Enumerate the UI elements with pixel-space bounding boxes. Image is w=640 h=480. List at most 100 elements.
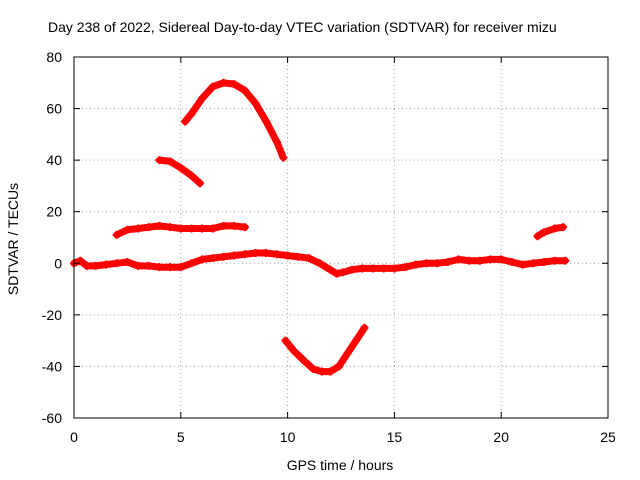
data-point — [187, 171, 196, 180]
data-point — [533, 232, 542, 241]
x-axis-label: GPS time / hours — [287, 457, 394, 473]
data-point — [559, 223, 568, 232]
data-point — [550, 224, 559, 233]
data-point — [230, 251, 239, 260]
data-point — [240, 250, 249, 259]
data-point — [262, 117, 271, 126]
y-tick-label: 80 — [46, 49, 62, 65]
chart-title: Day 238 of 2022, Sidereal Day-to-day VTE… — [48, 19, 557, 35]
series-arc-trough — [282, 324, 368, 376]
data-point — [360, 323, 369, 332]
data-point — [279, 153, 288, 162]
data-point — [475, 256, 484, 265]
data-point — [326, 367, 335, 376]
data-point — [497, 255, 506, 264]
data-point — [518, 260, 527, 269]
data-point — [262, 248, 271, 257]
data-point — [339, 268, 348, 277]
data-point — [561, 256, 570, 265]
data-point — [196, 179, 205, 188]
data-point — [134, 261, 143, 270]
data-point — [465, 256, 474, 265]
series-group — [70, 78, 570, 376]
data-point — [272, 138, 281, 147]
data-point — [219, 78, 228, 87]
series-arc-peak — [181, 79, 287, 162]
data-point — [317, 367, 326, 376]
data-point — [358, 264, 367, 273]
data-point — [315, 259, 324, 268]
data-point — [219, 252, 228, 261]
data-point — [539, 228, 548, 237]
data-point — [112, 230, 121, 239]
data-point — [123, 225, 132, 234]
data-point — [539, 257, 548, 266]
data-point — [351, 336, 360, 345]
data-point — [166, 157, 175, 166]
data-point — [166, 263, 175, 272]
data-point — [251, 99, 260, 108]
data-point — [309, 365, 318, 374]
data-point — [208, 254, 217, 263]
data-point — [347, 265, 356, 274]
data-point — [454, 255, 463, 264]
data-point — [507, 257, 516, 266]
data-point — [187, 259, 196, 268]
data-point — [486, 255, 495, 264]
x-tick-label: 15 — [387, 429, 403, 445]
y-tick-label: -60 — [42, 410, 62, 426]
data-point — [123, 257, 132, 266]
y-tick-label: 0 — [54, 255, 62, 271]
y-tick-label: -20 — [42, 307, 62, 323]
data-point — [294, 252, 303, 261]
data-point — [155, 221, 164, 230]
data-point — [82, 261, 91, 270]
x-tick-label: 20 — [493, 429, 509, 445]
data-point — [300, 357, 309, 366]
data-point — [91, 261, 100, 270]
data-point — [208, 224, 217, 233]
data-point — [240, 223, 249, 232]
series-arc-late — [534, 223, 567, 240]
y-axis-label: SDTVAR / TECUs — [5, 183, 21, 295]
x-tick-label: 10 — [280, 429, 296, 445]
data-point — [166, 223, 175, 232]
data-point — [343, 349, 352, 358]
data-point — [290, 346, 299, 355]
data-point — [272, 250, 281, 259]
y-tick-label: 20 — [46, 204, 62, 220]
y-tick-label: -40 — [42, 358, 62, 374]
data-point — [208, 82, 217, 91]
data-point — [379, 264, 388, 273]
data-point — [176, 263, 185, 272]
data-point — [230, 221, 239, 230]
data-point — [181, 117, 190, 126]
data-point — [76, 256, 85, 265]
data-point — [529, 259, 538, 268]
data-point — [187, 109, 196, 118]
data-point — [332, 269, 341, 278]
data-point — [144, 223, 153, 232]
data-point — [112, 259, 121, 268]
data-point — [102, 260, 111, 269]
data-point — [155, 263, 164, 272]
data-point — [334, 362, 343, 371]
data-point — [240, 86, 249, 95]
data-point — [304, 254, 313, 263]
ticks-group: 0 5 10 15 20 25 80 60 40 20 0 -20 -40 -60 — [42, 49, 616, 445]
data-point — [369, 264, 378, 273]
data-point — [198, 224, 207, 233]
data-point — [155, 156, 164, 165]
data-point — [134, 224, 143, 233]
data-point — [443, 257, 452, 266]
data-point — [176, 163, 185, 172]
data-point — [176, 224, 185, 233]
data-point — [230, 80, 239, 89]
data-point — [411, 260, 420, 269]
series-arc-short — [155, 156, 204, 187]
data-point — [281, 336, 290, 345]
data-point — [187, 224, 196, 233]
y-tick-label: 40 — [46, 152, 62, 168]
data-point — [326, 265, 335, 274]
